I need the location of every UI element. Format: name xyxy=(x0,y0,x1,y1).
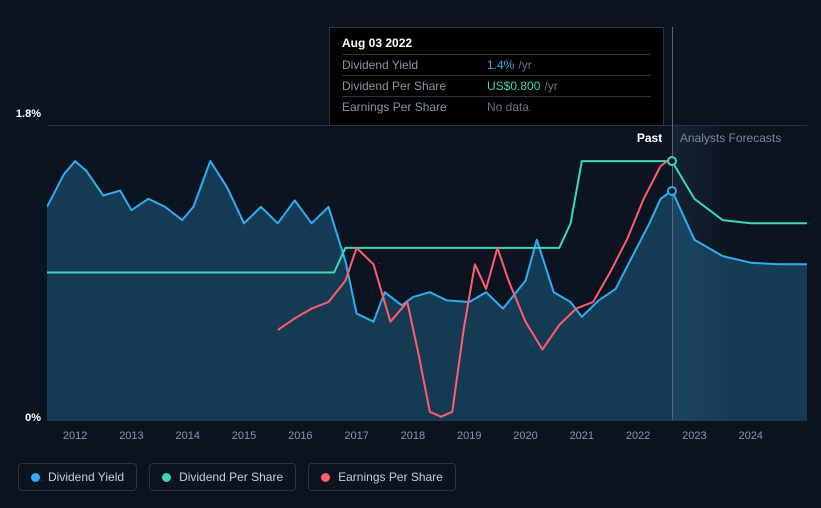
tooltip-label: Dividend Per Share xyxy=(342,79,487,93)
y-axis-label-max: 1.8% xyxy=(1,108,41,120)
tooltip-row-dps: Dividend Per Share US$0.800 /yr xyxy=(342,75,651,96)
x-axis-tick: 2016 xyxy=(280,430,320,442)
series-marker xyxy=(667,186,677,196)
x-axis-tick: 2024 xyxy=(731,430,771,442)
tooltip-value: US$0.800 xyxy=(487,79,540,93)
x-axis-tick: 2017 xyxy=(337,430,377,442)
gridline-bottom xyxy=(47,420,807,421)
tooltip-value: No data xyxy=(487,100,529,114)
x-axis-tick: 2013 xyxy=(111,430,151,442)
tooltip: Aug 03 2022 Dividend Yield 1.4% /yr Divi… xyxy=(329,27,664,126)
legend-dot-icon xyxy=(321,473,330,482)
legend-label: Earnings Per Share xyxy=(338,470,443,484)
x-axis-tick: 2021 xyxy=(562,430,602,442)
legend-item-dividend-per-share[interactable]: Dividend Per Share xyxy=(149,463,296,491)
x-axis-tick: 2014 xyxy=(168,430,208,442)
tooltip-row-eps: Earnings Per Share No data xyxy=(342,96,651,117)
past-label: Past xyxy=(637,131,662,145)
series-marker xyxy=(667,156,677,166)
dividend-chart: 1.8% 0% 2012 2013 2014 2015 2016 2017 2018 2019… xyxy=(0,0,821,508)
x-axis-tick: 2015 xyxy=(224,430,264,442)
tooltip-value: 1.4% xyxy=(487,58,514,72)
tooltip-suffix: /yr xyxy=(544,79,557,93)
cursor-line xyxy=(672,27,673,420)
tooltip-label: Earnings Per Share xyxy=(342,100,487,114)
y-axis-label-min: 0% xyxy=(1,412,41,424)
forecast-label: Analysts Forecasts xyxy=(680,131,781,145)
tooltip-label: Dividend Yield xyxy=(342,58,487,72)
x-axis-tick: 2023 xyxy=(674,430,714,442)
legend-item-dividend-yield[interactable]: Dividend Yield xyxy=(18,463,137,491)
legend-label: Dividend Yield xyxy=(48,470,124,484)
x-axis-tick: 2018 xyxy=(393,430,433,442)
x-axis-tick: 2019 xyxy=(449,430,489,442)
legend-dot-icon xyxy=(31,473,40,482)
legend: Dividend Yield Dividend Per Share Earnin… xyxy=(18,463,456,491)
x-axis-tick: 2020 xyxy=(506,430,546,442)
tooltip-date: Aug 03 2022 xyxy=(342,36,651,50)
x-axis-tick: 2022 xyxy=(618,430,658,442)
tooltip-row-yield: Dividend Yield 1.4% /yr xyxy=(342,54,651,75)
legend-item-earnings-per-share[interactable]: Earnings Per Share xyxy=(308,463,456,491)
x-axis-tick: 2012 xyxy=(55,430,95,442)
legend-label: Dividend Per Share xyxy=(179,470,283,484)
tooltip-suffix: /yr xyxy=(518,58,531,72)
legend-dot-icon xyxy=(162,473,171,482)
chart-plot[interactable] xyxy=(47,125,807,420)
